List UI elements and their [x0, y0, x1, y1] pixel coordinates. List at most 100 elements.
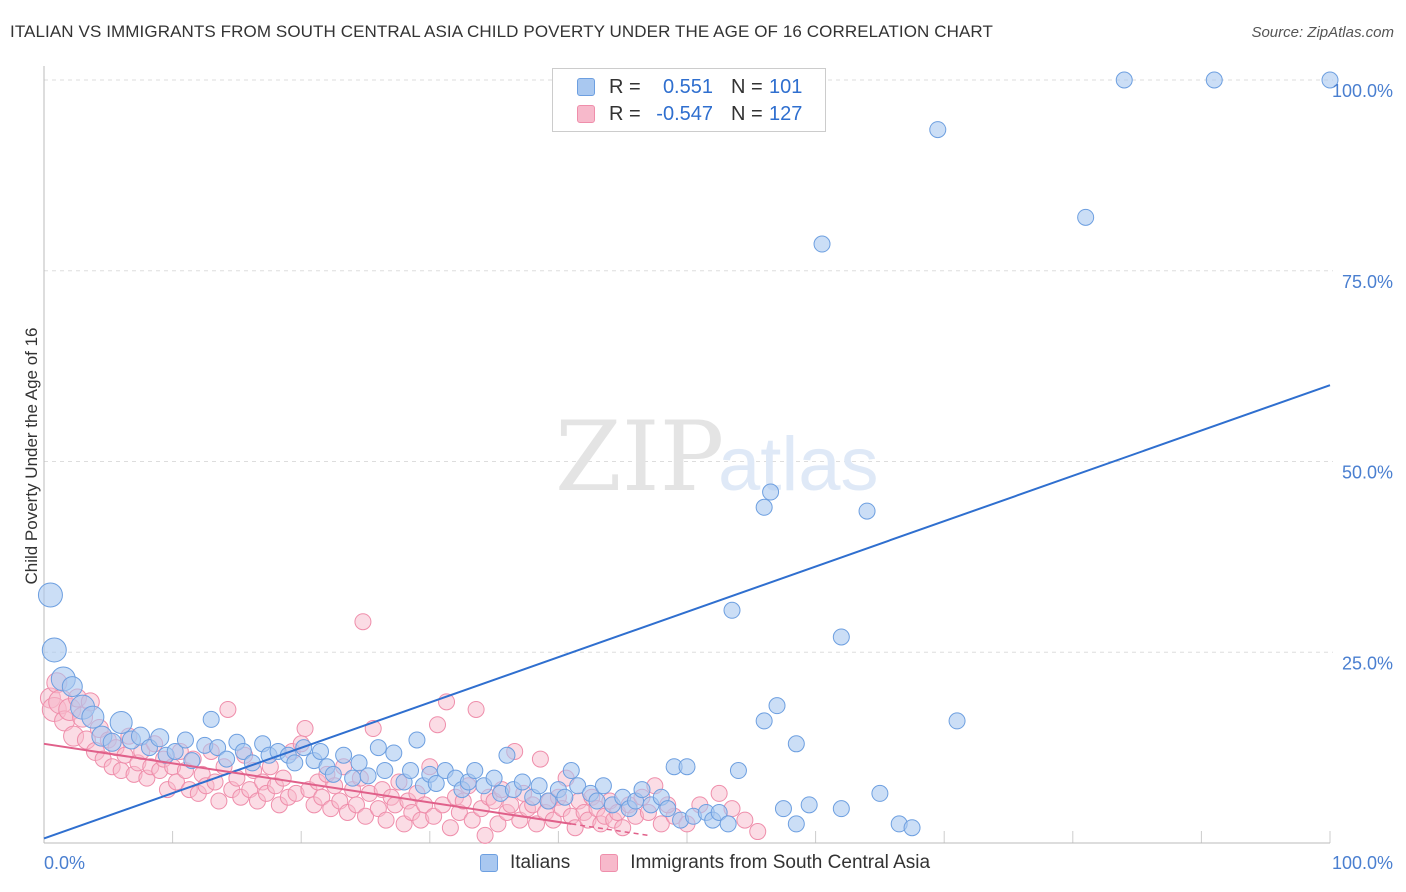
point-italians — [311, 742, 329, 760]
point-italians — [350, 754, 368, 772]
trend-lines — [43, 384, 1331, 840]
point-immigrants — [531, 750, 549, 768]
point-immigrants — [710, 784, 728, 802]
point-italians — [1115, 71, 1133, 89]
point-italians — [513, 773, 531, 791]
legend-swatch-blue — [577, 78, 595, 96]
point-italians — [81, 705, 105, 729]
trend-line-immigrants-extension — [571, 823, 649, 837]
point-italians — [787, 815, 805, 833]
point-immigrants — [467, 700, 485, 718]
point-italians — [929, 121, 947, 139]
x-tick-label: 100.0% — [1332, 853, 1393, 873]
point-italians — [369, 739, 387, 757]
point-italians — [324, 765, 342, 783]
point-italians — [335, 746, 353, 764]
point-italians — [755, 498, 773, 516]
point-italians — [209, 739, 227, 757]
legend-item-italians: Italians — [480, 852, 570, 874]
point-italians — [466, 762, 484, 780]
point-italians — [109, 710, 133, 734]
point-italians — [402, 762, 420, 780]
point-italians — [813, 235, 831, 253]
point-italians — [530, 777, 548, 795]
point-italians — [562, 762, 580, 780]
point-italians — [1077, 208, 1095, 226]
point-italians — [218, 750, 236, 768]
point-immigrants — [167, 773, 185, 791]
point-italians — [729, 762, 747, 780]
point-italians — [166, 742, 184, 760]
point-italians — [871, 784, 889, 802]
legend-n-value: 127 — [769, 102, 803, 125]
point-italians — [858, 502, 876, 520]
point-italians — [539, 792, 557, 810]
correlation-legend: R = 0.551 N = 101 R = -0.547 N = 127 — [552, 68, 826, 132]
point-italians — [176, 731, 194, 749]
watermark-atlas: atlas — [718, 422, 879, 507]
point-italians — [755, 712, 773, 730]
point-immigrants — [347, 796, 365, 814]
point-immigrants — [441, 819, 459, 837]
legend-row-italians: R = 0.551 N = 101 — [577, 75, 802, 99]
point-immigrants — [219, 700, 237, 718]
point-italians — [37, 582, 63, 608]
point-italians — [569, 777, 587, 795]
point-immigrants — [313, 788, 331, 806]
y-tick-label: 100.0% — [1332, 81, 1393, 101]
legend-n-label: N = — [731, 75, 763, 98]
legend-n-value: 101 — [769, 75, 803, 98]
legend-item-immigrants: Immigrants from South Central Asia — [600, 852, 930, 874]
point-immigrants — [425, 807, 443, 825]
point-italians — [832, 628, 850, 646]
legend-r-label: R = — [609, 75, 641, 98]
point-immigrants — [377, 811, 395, 829]
point-italians — [678, 758, 696, 776]
legend-r-label: R = — [609, 102, 641, 125]
point-immigrants — [749, 823, 767, 841]
point-italians — [710, 803, 728, 821]
point-italians — [787, 735, 805, 753]
point-italians — [948, 712, 966, 730]
point-italians — [556, 788, 574, 806]
legend-label-immigrants: Immigrants from South Central Asia — [630, 852, 931, 873]
point-italians — [800, 796, 818, 814]
point-italians — [359, 767, 377, 785]
point-italians — [61, 676, 83, 698]
point-italians — [832, 800, 850, 818]
point-immigrants — [476, 826, 494, 844]
point-italians — [183, 752, 201, 770]
y-tick-label: 50.0% — [1342, 463, 1393, 483]
point-italians — [202, 710, 220, 728]
trend-line-immigrants — [43, 742, 572, 825]
point-italians — [659, 800, 677, 818]
point-immigrants — [614, 819, 632, 837]
point-italians — [633, 781, 651, 799]
chart-title: ITALIAN VS IMMIGRANTS FROM SOUTH CENTRAL… — [10, 22, 993, 41]
point-immigrants — [736, 811, 754, 829]
point-italians — [762, 483, 780, 501]
point-italians — [723, 601, 741, 619]
point-italians — [286, 754, 304, 772]
point-italians — [774, 800, 792, 818]
point-italians — [427, 774, 445, 792]
point-italians — [41, 637, 67, 663]
point-immigrants — [489, 815, 507, 833]
x-tick-label: 0.0% — [44, 853, 85, 873]
series-legend: Italians Immigrants from South Central A… — [480, 852, 960, 874]
legend-swatch-italians — [480, 854, 498, 872]
point-immigrants — [357, 807, 374, 825]
watermark-zip: ZIP — [555, 401, 724, 513]
point-immigrants — [296, 720, 314, 738]
legend-r-value: 0.551 — [662, 75, 713, 98]
trend-line-italians — [43, 384, 1331, 840]
point-immigrants — [210, 792, 228, 810]
point-italians — [234, 742, 252, 760]
point-italians — [719, 815, 737, 833]
point-immigrants — [652, 815, 670, 833]
point-italians — [498, 746, 516, 764]
point-immigrants — [354, 613, 372, 631]
point-italians — [903, 819, 921, 837]
